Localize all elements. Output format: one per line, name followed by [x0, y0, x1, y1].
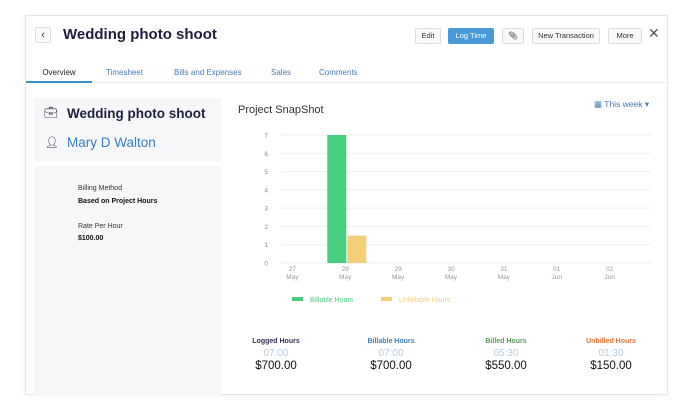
- bar-billable-hours: [327, 135, 347, 263]
- stat-time: 05:30: [493, 348, 519, 359]
- legend-label: Unbillable Hours: [399, 297, 451, 304]
- legend-label: Billable Hours: [310, 297, 354, 304]
- stat-amount: $700.00: [255, 360, 297, 372]
- x-tick-label: 29: [395, 266, 403, 273]
- stat-time: 01:30: [598, 348, 624, 359]
- more-button[interactable]: More: [608, 28, 642, 44]
- stat-billable-hours: Billable Hours 07:00 $700.00: [341, 338, 441, 372]
- x-tick-label: May: [339, 274, 352, 281]
- x-tick-label: 02: [606, 266, 614, 273]
- attachment-button[interactable]: 📎︎: [502, 28, 524, 44]
- back-button[interactable]: ‹: [35, 27, 51, 43]
- billing-details: Billing Method Based on Project Hours Ra…: [34, 166, 221, 396]
- stat-label: Billable Hours: [367, 338, 415, 345]
- stat-time: 07:00: [378, 348, 404, 359]
- x-tick-label: 27: [289, 266, 297, 273]
- paperclip-icon: 📎︎: [508, 31, 518, 40]
- stat-amount: $550.00: [485, 360, 527, 372]
- x-tick-label: 01: [553, 266, 561, 273]
- x-tick-label: Jun: [551, 274, 562, 281]
- log-time-button[interactable]: Log Time: [448, 28, 494, 44]
- snapshot-chart: 0123456727May28May29May30May31May01Jun02…: [264, 133, 651, 304]
- y-tick-label: 3: [264, 206, 268, 213]
- project-card: ‹ Wedding photo shoot Edit Log Time 📎︎ N…: [25, 15, 669, 396]
- project-summary: 💼︎ Wedding photo shoot 👤︎ Mary D Walton: [34, 98, 221, 161]
- stat-label: Logged Hours: [252, 338, 300, 345]
- period-selector[interactable]: ▦ This week ▾: [594, 99, 650, 109]
- calendar-icon: ▦: [594, 99, 603, 109]
- tab-comments[interactable]: Comments: [319, 68, 358, 77]
- x-tick-label: May: [445, 274, 458, 281]
- briefcase-icon: 💼︎: [44, 107, 58, 119]
- y-tick-label: 5: [264, 169, 268, 176]
- edit-button[interactable]: Edit: [415, 28, 441, 44]
- tab-timesheet[interactable]: Timesheet: [106, 68, 144, 77]
- project-name: Wedding photo shoot: [67, 106, 206, 121]
- customer-name[interactable]: Mary D Walton: [67, 135, 156, 150]
- tab-bar: Overview Timesheet Bills and Expenses Sa…: [26, 68, 669, 83]
- x-tick-label: May: [392, 274, 405, 281]
- stat-amount: $700.00: [370, 360, 412, 372]
- y-tick-label: 7: [264, 133, 268, 140]
- stat-billed-hours: Billed Hours 05:30 $550.00: [456, 338, 556, 372]
- stat-time: 07:00: [263, 348, 289, 359]
- stat-unbilled-hours: Unbilled Hours 01:30 $150.00: [561, 338, 661, 372]
- stat-logged-hours: Logged Hours 07:00 $700.00: [226, 338, 326, 372]
- user-icon: 👤︎: [45, 137, 59, 149]
- y-tick-label: 0: [264, 261, 268, 268]
- x-tick-label: May: [498, 274, 511, 281]
- billing-method-value: Based on Project Hours: [78, 198, 158, 205]
- x-tick-label: 28: [342, 266, 350, 273]
- snapshot-title: Project SnapShot: [238, 104, 324, 116]
- bar-unbillable-hours: [347, 235, 367, 263]
- tab-bills-and-expenses[interactable]: Bills and Expenses: [174, 68, 242, 77]
- x-tick-label: 31: [500, 266, 508, 273]
- legend-swatch: [292, 297, 303, 301]
- tab-overview[interactable]: Overview: [26, 68, 92, 83]
- y-tick-label: 2: [264, 224, 268, 231]
- x-tick-label: Jun: [604, 274, 615, 281]
- y-tick-label: 4: [264, 187, 268, 194]
- stat-label: Unbilled Hours: [586, 338, 636, 345]
- x-tick-label: 30: [447, 266, 455, 273]
- y-tick-label: 1: [264, 242, 268, 249]
- page-title: Wedding photo shoot: [63, 26, 217, 43]
- x-tick-label: May: [286, 274, 299, 281]
- stat-amount: $150.00: [590, 360, 632, 372]
- y-tick-label: 6: [264, 151, 268, 158]
- legend-swatch: [381, 297, 392, 301]
- new-transaction-button[interactable]: New Transaction: [532, 28, 600, 44]
- billing-method-label: Billing Method: [78, 185, 122, 192]
- rate-value: $100.00: [78, 235, 104, 242]
- tab-sales[interactable]: Sales: [271, 68, 292, 77]
- rate-label: Rate Per Hour: [78, 223, 123, 230]
- period-label: This week: [604, 99, 643, 109]
- close-icon[interactable]: ✕: [648, 25, 660, 41]
- stat-label: Billed Hours: [485, 338, 527, 345]
